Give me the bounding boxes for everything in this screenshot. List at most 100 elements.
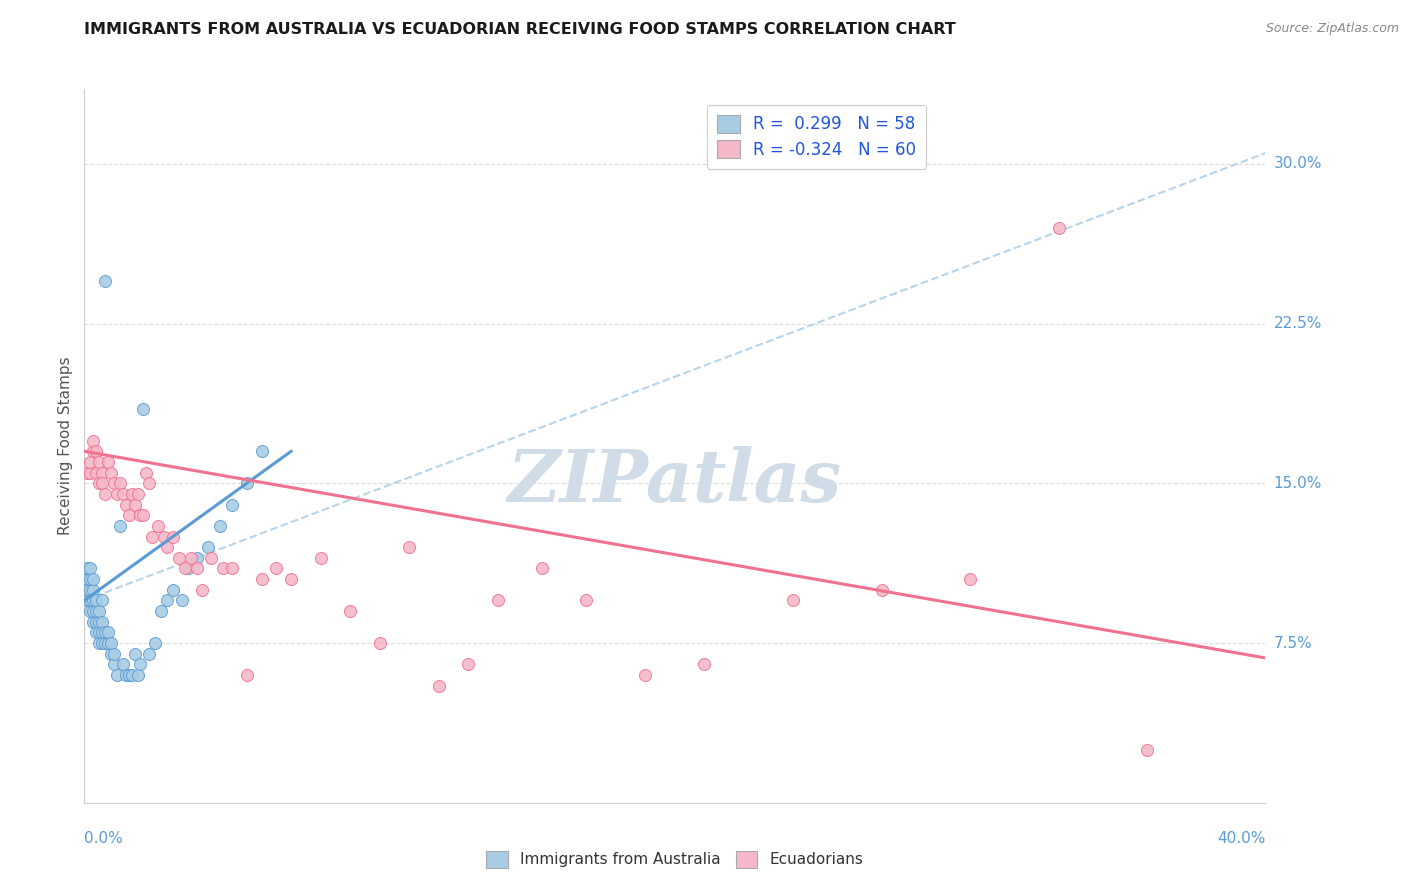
Point bbox=[197, 540, 219, 554]
Point bbox=[76, 561, 98, 575]
Point bbox=[79, 604, 101, 618]
Point bbox=[141, 529, 163, 543]
Point bbox=[84, 466, 107, 480]
Point bbox=[76, 466, 98, 480]
Point bbox=[87, 615, 111, 629]
Point bbox=[84, 444, 107, 458]
Point bbox=[79, 455, 101, 469]
Point bbox=[280, 572, 302, 586]
Text: 30.0%: 30.0% bbox=[1274, 156, 1322, 171]
Point bbox=[79, 582, 101, 597]
Point bbox=[200, 550, 222, 565]
Point bbox=[129, 657, 152, 672]
Legend: R =  0.299   N = 58, R = -0.324   N = 60: R = 0.299 N = 58, R = -0.324 N = 60 bbox=[707, 104, 927, 169]
Point bbox=[870, 582, 893, 597]
Point bbox=[959, 572, 981, 586]
Point bbox=[129, 508, 152, 523]
Point bbox=[82, 582, 104, 597]
Text: 15.0%: 15.0% bbox=[1274, 475, 1322, 491]
Point bbox=[235, 668, 259, 682]
Point bbox=[103, 476, 125, 491]
Point bbox=[173, 561, 195, 575]
Y-axis label: Receiving Food Stamps: Receiving Food Stamps bbox=[58, 357, 73, 535]
Point bbox=[1047, 220, 1070, 235]
Point bbox=[105, 487, 128, 501]
Text: ZIPatlas: ZIPatlas bbox=[508, 446, 842, 517]
Point bbox=[127, 487, 149, 501]
Point bbox=[76, 593, 98, 607]
Point bbox=[1136, 742, 1159, 756]
Legend: Immigrants from Australia, Ecuadorians: Immigrants from Australia, Ecuadorians bbox=[481, 845, 869, 873]
Text: 7.5%: 7.5% bbox=[1274, 635, 1312, 650]
Point bbox=[94, 625, 117, 640]
Point bbox=[132, 401, 155, 416]
Point bbox=[79, 572, 101, 586]
Point bbox=[91, 593, 114, 607]
Point bbox=[82, 444, 104, 458]
Point bbox=[135, 466, 157, 480]
Point bbox=[309, 550, 332, 565]
Point bbox=[94, 487, 117, 501]
Text: 22.5%: 22.5% bbox=[1274, 316, 1322, 331]
Point bbox=[84, 615, 107, 629]
Point bbox=[114, 668, 136, 682]
Point bbox=[138, 476, 160, 491]
Point bbox=[186, 550, 208, 565]
Point bbox=[143, 636, 166, 650]
Point bbox=[156, 540, 179, 554]
Point bbox=[84, 604, 107, 618]
Point bbox=[94, 636, 117, 650]
Point bbox=[100, 636, 122, 650]
Point bbox=[91, 625, 114, 640]
Point bbox=[221, 498, 243, 512]
Point bbox=[91, 466, 114, 480]
Point bbox=[87, 636, 111, 650]
Point bbox=[162, 529, 184, 543]
Point bbox=[108, 519, 131, 533]
Point bbox=[87, 625, 111, 640]
Point bbox=[150, 604, 173, 618]
Text: IMMIGRANTS FROM AUSTRALIA VS ECUADORIAN RECEIVING FOOD STAMPS CORRELATION CHART: IMMIGRANTS FROM AUSTRALIA VS ECUADORIAN … bbox=[84, 22, 956, 37]
Point bbox=[486, 593, 509, 607]
Point bbox=[167, 550, 190, 565]
Point bbox=[82, 593, 104, 607]
Point bbox=[170, 593, 193, 607]
Point bbox=[250, 572, 273, 586]
Point bbox=[79, 466, 101, 480]
Point bbox=[114, 498, 136, 512]
Point bbox=[156, 593, 179, 607]
Point bbox=[180, 550, 202, 565]
Point bbox=[87, 604, 111, 618]
Point bbox=[250, 444, 273, 458]
Point bbox=[111, 487, 134, 501]
Point bbox=[264, 561, 288, 575]
Point bbox=[97, 455, 120, 469]
Point bbox=[91, 615, 114, 629]
Point bbox=[186, 561, 208, 575]
Point bbox=[108, 476, 131, 491]
Point bbox=[79, 593, 101, 607]
Point bbox=[782, 593, 804, 607]
Point bbox=[94, 274, 117, 288]
Text: 0.0%: 0.0% bbox=[84, 831, 124, 846]
Point bbox=[457, 657, 479, 672]
Point bbox=[209, 519, 232, 533]
Point bbox=[84, 593, 107, 607]
Point bbox=[118, 668, 141, 682]
Point bbox=[82, 434, 104, 448]
Point bbox=[97, 625, 120, 640]
Point bbox=[76, 582, 98, 597]
Point bbox=[212, 561, 235, 575]
Point bbox=[575, 593, 598, 607]
Point bbox=[398, 540, 420, 554]
Point bbox=[91, 476, 114, 491]
Point bbox=[148, 519, 170, 533]
Point bbox=[427, 679, 450, 693]
Point bbox=[79, 561, 101, 575]
Point bbox=[121, 487, 143, 501]
Point bbox=[100, 466, 122, 480]
Point bbox=[121, 668, 143, 682]
Point bbox=[76, 572, 98, 586]
Point bbox=[97, 636, 120, 650]
Point bbox=[118, 508, 141, 523]
